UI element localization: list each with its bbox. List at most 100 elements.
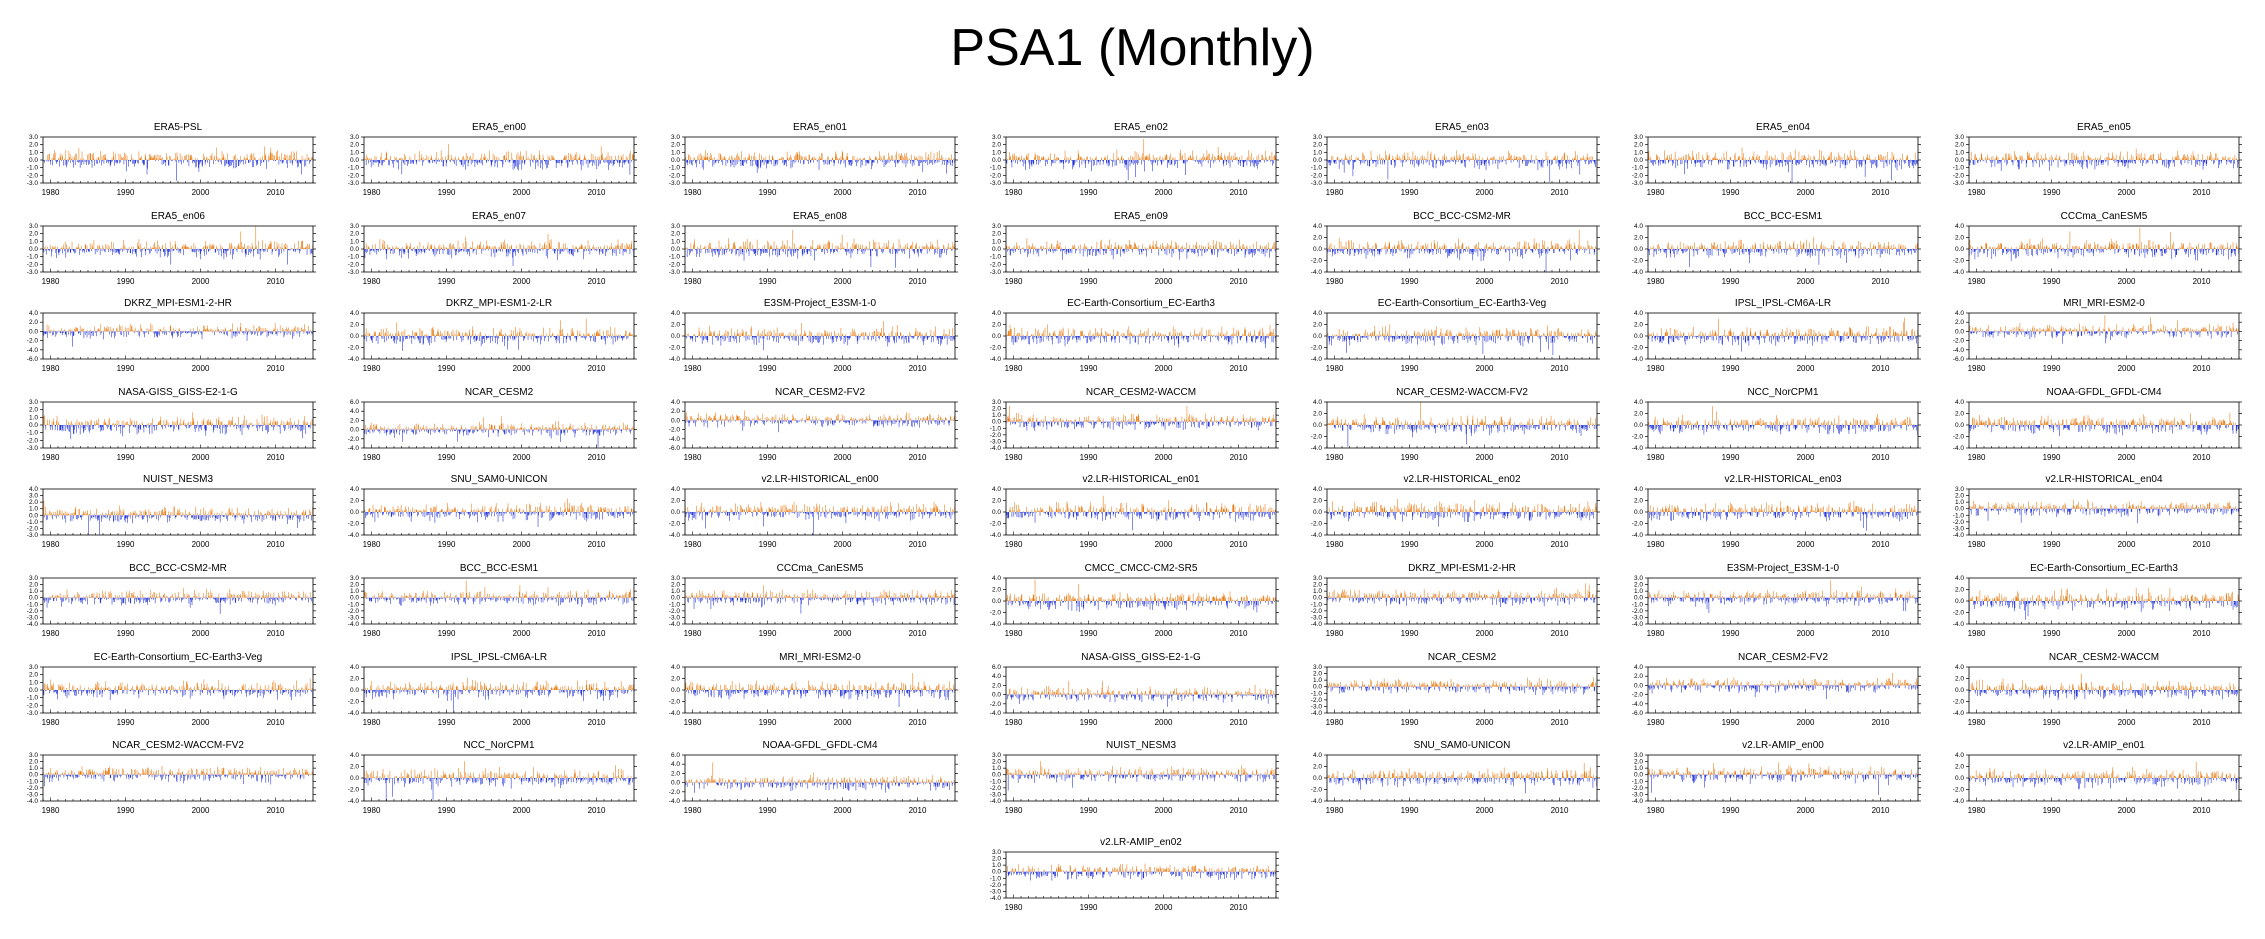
series-bar — [2192, 151, 2194, 160]
series-bar — [2100, 160, 2102, 165]
series-bar — [1883, 156, 1884, 160]
series-bar — [564, 156, 565, 160]
series-bar — [1759, 160, 1761, 164]
series-bar — [1848, 158, 1849, 160]
series-bar — [2189, 160, 2191, 161]
series-bar — [1014, 249, 1016, 251]
series-bar — [1520, 157, 1521, 160]
series-bar — [1907, 155, 1908, 160]
series-bar — [1537, 160, 1539, 171]
series-bar — [1042, 156, 1044, 160]
series-bar — [415, 249, 416, 252]
series-bar — [881, 249, 882, 253]
series-bar — [888, 160, 890, 163]
series-bar — [2237, 160, 2238, 168]
series-bar — [755, 249, 757, 253]
series-bar — [407, 245, 408, 249]
series-bar — [719, 160, 720, 162]
series-bar — [159, 249, 161, 258]
series-bar — [577, 249, 578, 253]
series-bar — [1098, 160, 1100, 162]
series-bar — [2098, 160, 2099, 166]
series-bar — [1780, 160, 1782, 163]
x-tick-label: 2010 — [909, 277, 927, 286]
series-bar — [610, 249, 611, 250]
series-bar — [764, 245, 765, 249]
series-bar — [1121, 155, 1123, 160]
series-bar — [783, 157, 784, 160]
series-bar — [294, 153, 295, 160]
series-bar — [306, 154, 308, 160]
series-bar — [1392, 158, 1393, 160]
series-bar — [1427, 160, 1428, 162]
series-bar — [1407, 159, 1408, 160]
series-bar — [901, 153, 902, 160]
series-bar — [688, 249, 689, 250]
series-bar — [740, 249, 742, 255]
series-bar — [1671, 153, 1672, 160]
series-bar — [733, 160, 735, 168]
series-bar — [299, 160, 301, 163]
series-bar — [1586, 160, 1587, 162]
series-bar — [1031, 160, 1033, 167]
series-bar — [131, 157, 133, 160]
series-bar — [1895, 160, 1897, 168]
series-bar — [108, 160, 109, 164]
series-bar — [1783, 153, 1784, 160]
series-bar — [71, 241, 73, 249]
series-bar — [425, 159, 426, 160]
series-bar — [185, 243, 187, 249]
series-bar — [1669, 160, 1671, 161]
series-bar — [462, 160, 464, 167]
series-bar — [1721, 157, 1722, 160]
series-bar — [100, 150, 102, 160]
series-bar — [725, 157, 726, 160]
series-bar — [1658, 160, 1659, 166]
series-bar — [786, 240, 788, 249]
series-bar — [770, 246, 772, 249]
series-bar — [1555, 160, 1557, 164]
series-bar — [455, 249, 457, 255]
series-bar — [2050, 154, 2052, 160]
series-bar — [1141, 160, 1142, 165]
series-bar — [1423, 160, 1424, 165]
series-bar — [575, 246, 576, 249]
series-bar — [747, 247, 749, 249]
series-bar — [284, 246, 286, 249]
series-bar — [519, 243, 521, 249]
series-bar — [304, 160, 305, 167]
series-bar — [397, 248, 398, 249]
series-bar — [1447, 160, 1448, 163]
series-bar — [199, 160, 200, 165]
series-bar — [1261, 154, 1263, 160]
series-bar — [1663, 160, 1665, 163]
series-bar — [380, 152, 382, 160]
series-bar — [882, 249, 884, 254]
y-tick-label: 1.0 — [29, 149, 38, 156]
series-bar — [159, 154, 161, 160]
series-bar — [763, 160, 765, 165]
series-bar — [2034, 156, 2035, 160]
series-bar — [377, 249, 378, 251]
series-bar — [1029, 160, 1031, 165]
series-bar — [499, 246, 500, 249]
series-bar — [436, 152, 438, 160]
series-bar — [1985, 156, 1986, 160]
series-bar — [2052, 156, 2053, 160]
series-bar — [183, 249, 184, 256]
series-bar — [198, 160, 200, 172]
series-bar — [71, 158, 72, 160]
series-bar — [2237, 160, 2239, 161]
series-bar — [897, 248, 899, 249]
series-bar — [806, 249, 808, 255]
series-bar — [77, 160, 78, 163]
series-bar — [207, 160, 208, 163]
series-bar — [945, 160, 946, 161]
series-bar — [278, 249, 279, 258]
series-bar — [545, 249, 547, 257]
series-bar — [372, 244, 373, 249]
series-bar — [259, 157, 261, 160]
series-bar — [801, 156, 802, 160]
series-bar — [250, 154, 252, 160]
series-bar — [569, 249, 571, 252]
